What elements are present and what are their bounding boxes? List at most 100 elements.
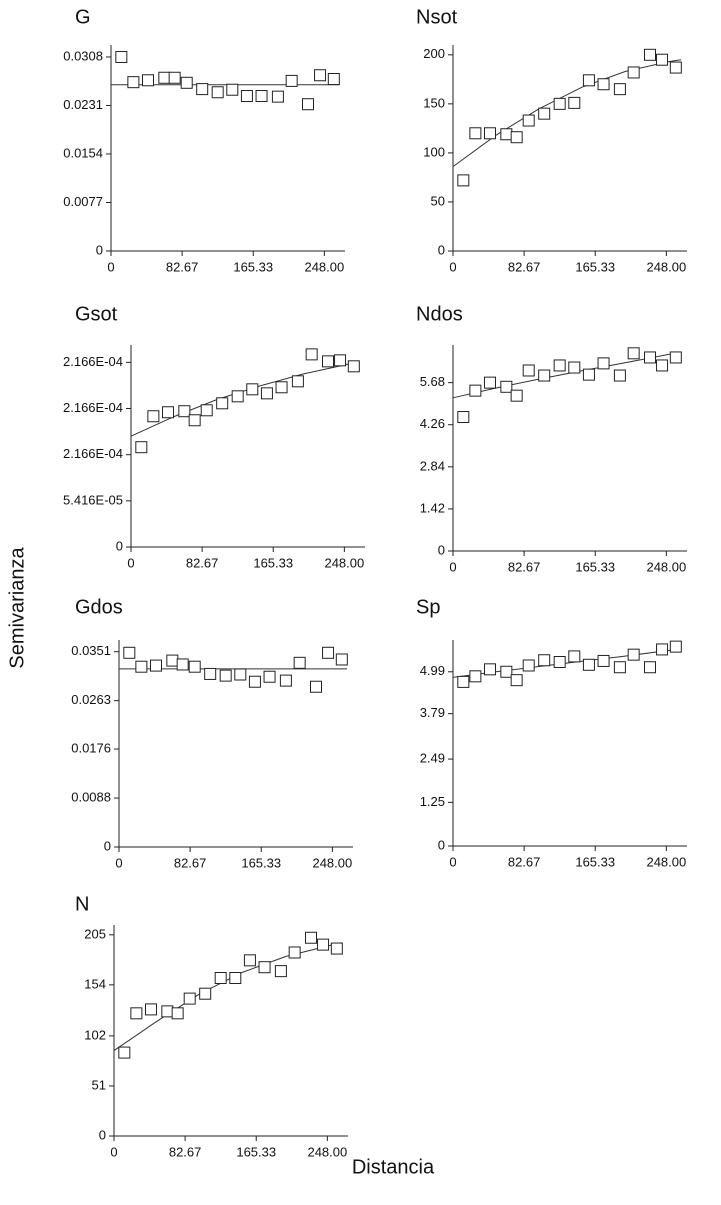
y-tick-label: 50	[431, 193, 445, 208]
data-point	[180, 76, 193, 89]
x-tick-label: 248.00	[324, 555, 364, 570]
y-tick-label: 5.68	[420, 374, 445, 389]
data-point	[149, 659, 162, 672]
data-point	[500, 665, 513, 678]
data-point	[161, 406, 174, 419]
y-tick-label: 0.0231	[63, 97, 103, 112]
data-point	[147, 410, 160, 423]
x-tick-label: 165.33	[253, 555, 293, 570]
data-point	[322, 646, 335, 659]
data-point	[214, 971, 227, 984]
y-tick-label: 2.49	[420, 750, 445, 765]
data-point	[204, 667, 217, 680]
x-tick-label: 0	[107, 259, 114, 274]
y-tick-label: 0	[99, 1127, 106, 1142]
data-point	[263, 670, 276, 683]
x-tick-label: 248.00	[646, 854, 686, 869]
panel-title: Gdos	[75, 596, 123, 618]
data-point	[200, 404, 213, 417]
x-tick-label: 248.00	[312, 855, 352, 870]
y-tick-label: 0	[438, 542, 445, 557]
fit-curve	[452, 59, 682, 168]
data-point	[457, 174, 470, 187]
data-point	[568, 650, 581, 663]
data-point	[656, 359, 669, 372]
data-point	[483, 663, 496, 676]
data-point	[118, 1046, 131, 1059]
data-point	[522, 659, 535, 672]
x-tick-label: 248.00	[307, 1144, 347, 1159]
y-tick-label: 1.42	[420, 500, 445, 515]
fit-curve	[113, 942, 343, 1052]
fit-curve	[452, 351, 682, 399]
y-tick-label: 200	[423, 46, 445, 61]
data-point	[334, 354, 347, 367]
data-point	[141, 74, 154, 87]
x-tick-label: 248.00	[646, 559, 686, 574]
data-point	[135, 660, 148, 673]
y-tick-label: 0	[116, 538, 123, 553]
y-tick-label: 2.84	[420, 458, 445, 473]
y-tick-label: 2.166E-04	[63, 446, 123, 461]
data-point	[176, 658, 189, 671]
x-tick-label: 82.67	[186, 555, 219, 570]
data-point	[274, 965, 287, 978]
data-point	[627, 648, 640, 661]
data-point	[123, 646, 136, 659]
data-point	[255, 90, 268, 103]
data-point	[229, 971, 242, 984]
data-point	[469, 670, 482, 683]
x-tick-label: 165.33	[236, 1144, 276, 1159]
x-tick-label: 82.67	[174, 855, 207, 870]
x-tick-label: 82.67	[508, 854, 541, 869]
data-point	[293, 656, 306, 669]
data-point	[335, 653, 348, 666]
data-point	[240, 90, 253, 103]
y-tick-label: 0.0077	[63, 194, 103, 209]
data-point	[226, 83, 239, 96]
data-point	[522, 364, 535, 377]
panel-title: Gsot	[75, 303, 118, 325]
data-point	[483, 127, 496, 140]
x-tick-label: 82.67	[169, 1144, 202, 1159]
data-point	[322, 355, 335, 368]
data-point	[219, 669, 232, 682]
y-tick-label: 0	[104, 838, 111, 853]
y-tick-label: 2.166E-04	[63, 400, 123, 415]
y-tick-label: 5.416E-05	[63, 492, 123, 507]
x-tick-label: 82.67	[508, 259, 541, 274]
y-tick-label: 0.0351	[71, 643, 111, 658]
data-point	[627, 347, 640, 360]
data-point	[178, 405, 191, 418]
data-point	[135, 441, 148, 454]
data-point	[510, 674, 523, 687]
data-point	[258, 961, 271, 974]
data-point	[310, 680, 323, 693]
data-point	[457, 675, 470, 688]
y-tick-label: 102	[84, 1027, 106, 1042]
data-point	[302, 98, 315, 111]
x-tick-label: 165.33	[241, 855, 281, 870]
data-point	[211, 86, 224, 99]
x-tick-label: 0	[110, 1144, 117, 1159]
x-tick-label: 0	[449, 259, 456, 274]
data-point	[522, 114, 535, 127]
data-point	[656, 53, 669, 66]
y-tick-label: 100	[423, 144, 445, 159]
y-tick-label: 3.79	[420, 705, 445, 720]
y-tick-label: 150	[423, 95, 445, 110]
data-point	[627, 66, 640, 79]
data-point	[644, 48, 657, 61]
data-point	[469, 127, 482, 140]
data-point	[130, 1007, 143, 1020]
data-point	[327, 73, 340, 86]
fit-curve	[130, 360, 360, 437]
x-axis-label: Distancia	[352, 1156, 435, 1178]
data-point	[317, 938, 330, 951]
panel-title: N	[75, 893, 89, 915]
data-point	[115, 50, 128, 63]
data-point	[168, 71, 181, 84]
data-point	[613, 83, 626, 96]
data-point	[234, 668, 247, 681]
data-point	[582, 368, 595, 381]
